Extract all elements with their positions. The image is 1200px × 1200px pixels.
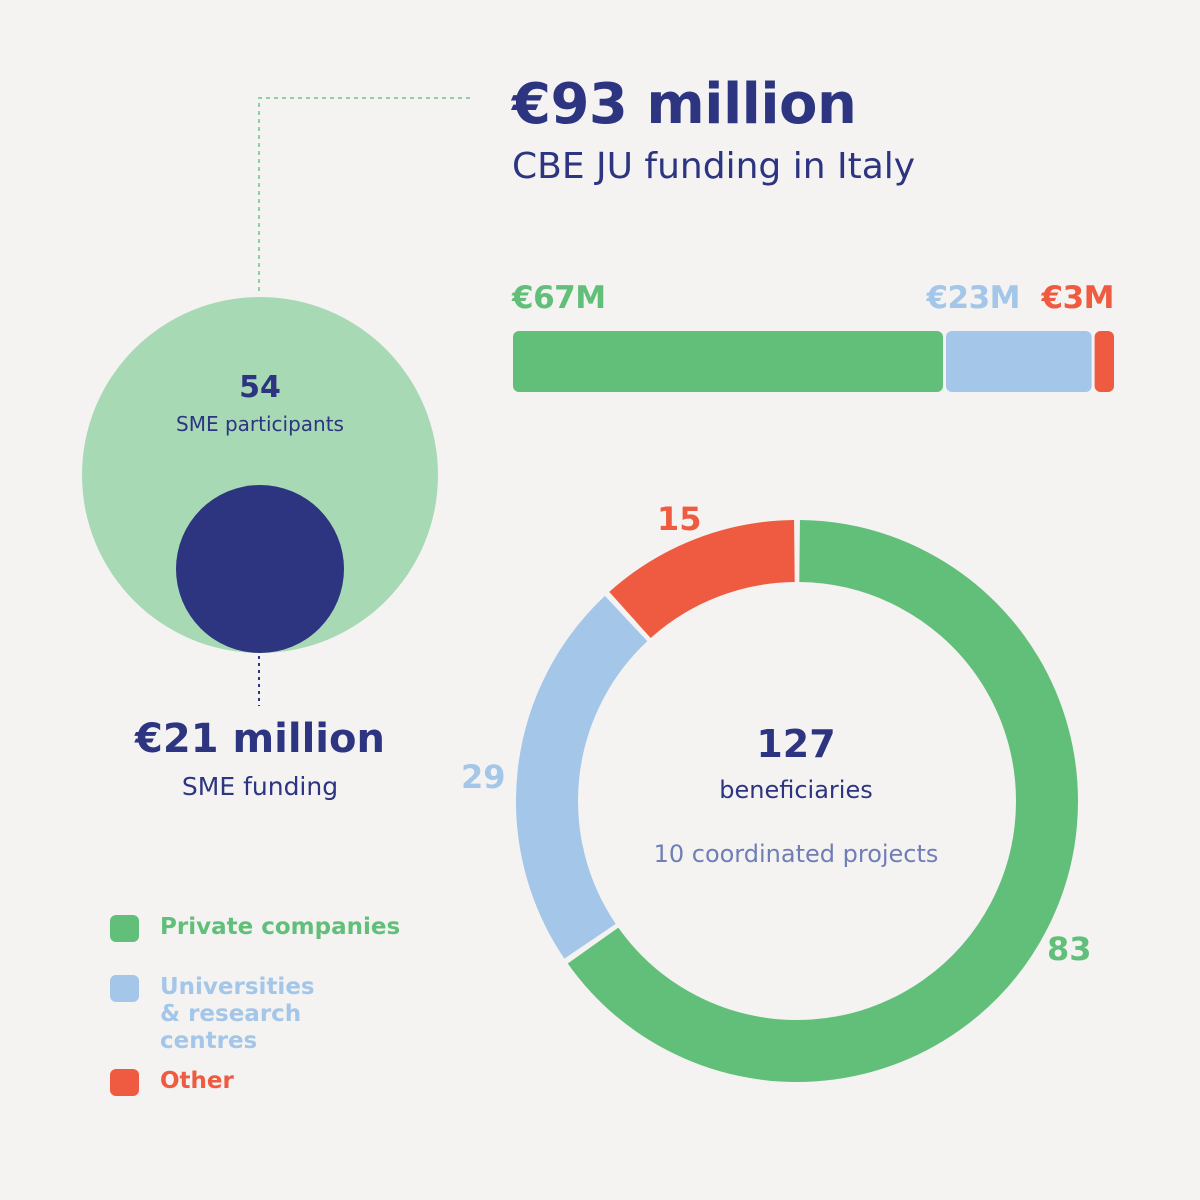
beneficiaries-donut: [516, 520, 1078, 1082]
bar-segment-research: [945, 331, 1092, 392]
sme-funding-label: SME funding: [181, 772, 339, 801]
legend-swatch-private: [110, 915, 139, 942]
sme-participants-label: SME participants: [176, 412, 344, 436]
donut-label-other: 15: [657, 500, 702, 538]
bar-label-private: €67M: [512, 280, 606, 316]
donut-label-private: 83: [1047, 930, 1092, 968]
headline-amount: €93 million: [512, 72, 857, 137]
donut-segment-research: [516, 595, 648, 959]
legend-label-other: Other: [160, 1068, 234, 1094]
bar-segment-other: [1094, 331, 1114, 392]
beneficiaries-label: beneficiaries: [719, 776, 873, 804]
bar-label-research: €23M: [926, 280, 1020, 316]
legend-swatch-research: [110, 975, 139, 1002]
legend-label-research: Universities & research centres: [160, 974, 315, 1054]
sme-funding-amount: €21 million: [135, 716, 385, 762]
donut-segment-other: [609, 520, 796, 639]
headline-subtitle: CBE JU funding in Italy: [512, 146, 916, 187]
legend-swatch-other: [110, 1069, 139, 1096]
coordinated-projects: 10 coordinated projects: [653, 840, 939, 868]
sme-participants-bubble: [82, 297, 438, 653]
headline-connector: [258, 97, 470, 294]
donut-segment-private: [567, 520, 1078, 1082]
sme-participants-count: 54: [239, 370, 281, 405]
donut-label-research: 29: [461, 758, 506, 796]
legend-label-private: Private companies: [160, 914, 401, 940]
bar-label-other: €3M: [1041, 280, 1115, 316]
bar-segment-private: [513, 331, 943, 392]
sme-funding-bubble: [176, 485, 344, 653]
funding-bar: [513, 331, 1114, 392]
beneficiaries-total: 127: [756, 722, 836, 766]
